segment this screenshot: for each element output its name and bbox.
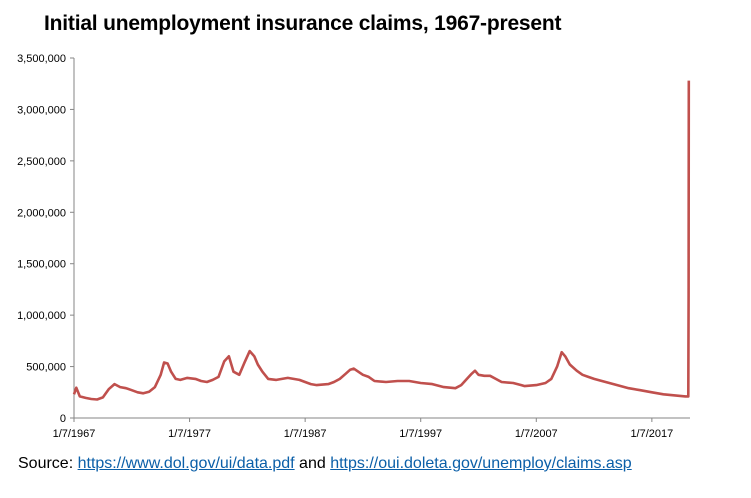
plot-area xyxy=(72,80,691,401)
x-tick-label: 1/7/1977 xyxy=(168,428,211,440)
source-middle: and xyxy=(294,455,331,472)
y-tick-label: 1,500,000 xyxy=(17,259,66,271)
x-tick-label: 1/7/1997 xyxy=(399,428,442,440)
source-link-oui[interactable]: https://oui.doleta.gov/unemploy/claims.a… xyxy=(330,455,632,472)
y-tick-label: 3,000,000 xyxy=(17,104,66,116)
x-axis-ticks: 1/7/1967 1/7/1977 1/7/1987 1/7/1997 1/7/2007… xyxy=(53,418,673,440)
source-note: Source: https://www.dol.gov/ui/data.pdf … xyxy=(18,455,632,473)
source-prefix: Source: xyxy=(18,455,78,472)
y-tick-label: 1,000,000 xyxy=(17,310,66,322)
y-tick-label: 500,000 xyxy=(26,362,66,374)
source-link-dol[interactable]: https://www.dol.gov/ui/data.pdf xyxy=(77,455,295,472)
chart-title: Initial unemployment insurance claims, 1… xyxy=(44,12,562,35)
x-tick-label: 1/7/2007 xyxy=(515,428,558,440)
axes xyxy=(73,58,690,419)
x-tick-label: 1/7/1967 xyxy=(53,428,96,440)
y-axis-ticks: 0 500,000 1,000,000 1,500,000 2,000,000 2,500… xyxy=(17,53,74,425)
series-line xyxy=(72,80,691,401)
y-tick-label: 0 xyxy=(60,413,66,425)
y-tick-label: 2,500,000 xyxy=(17,156,66,168)
y-tick-label: 3,500,000 xyxy=(17,53,66,65)
x-tick-label: 1/7/2017 xyxy=(630,428,673,440)
y-tick-label: 2,000,000 xyxy=(17,207,66,219)
x-tick-label: 1/7/1987 xyxy=(284,428,327,440)
